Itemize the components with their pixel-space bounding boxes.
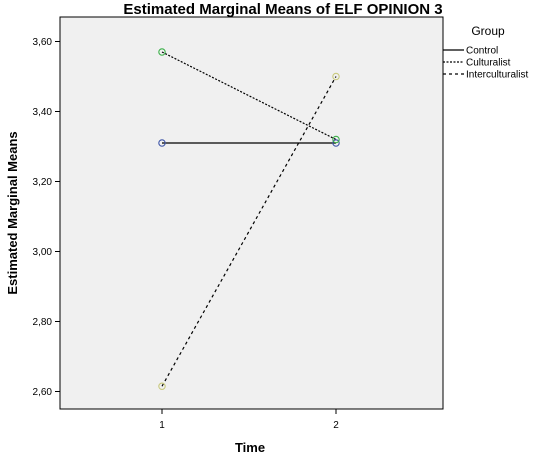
series-line-interculturalist — [161, 76, 337, 387]
data-point-interculturalist — [332, 72, 340, 81]
legend-label-culturalist: Culturalist — [466, 58, 511, 69]
series-lines — [161, 51, 337, 387]
data-point-control — [332, 139, 340, 147]
plot-area — [59, 16, 444, 410]
x-tick-label: 2 — [333, 420, 339, 431]
legend-label-interculturalist: Interculturalist — [466, 70, 528, 81]
data-point-interculturalist — [158, 382, 166, 390]
y-tick-label: 3,60 — [33, 37, 53, 48]
data-point-culturalist — [332, 135, 340, 144]
legend-label-control: Control — [466, 46, 498, 57]
y-tick-label: 2,60 — [33, 387, 53, 398]
y-axis: 3,60 3,40 3,20 3,00 2,80 2,60 — [33, 37, 60, 398]
data-point-culturalist — [158, 48, 166, 56]
y-tick-label: 2,80 — [33, 317, 53, 328]
chart-title: Estimated Marginal Means of ELF OPINION … — [123, 1, 442, 18]
y-tick-label: 3,40 — [33, 107, 53, 118]
legend-title: Group — [471, 24, 505, 38]
series-markers — [158, 48, 340, 390]
y-tick-label: 3,20 — [33, 177, 53, 188]
y-tick-label: 3,00 — [33, 247, 53, 258]
series-line-culturalist — [161, 51, 337, 141]
y-axis-title: Estimated Marginal Means — [5, 131, 20, 294]
x-axis-title: Time — [235, 440, 265, 455]
x-tick-label: 1 — [159, 420, 165, 431]
data-point-control — [158, 139, 166, 147]
